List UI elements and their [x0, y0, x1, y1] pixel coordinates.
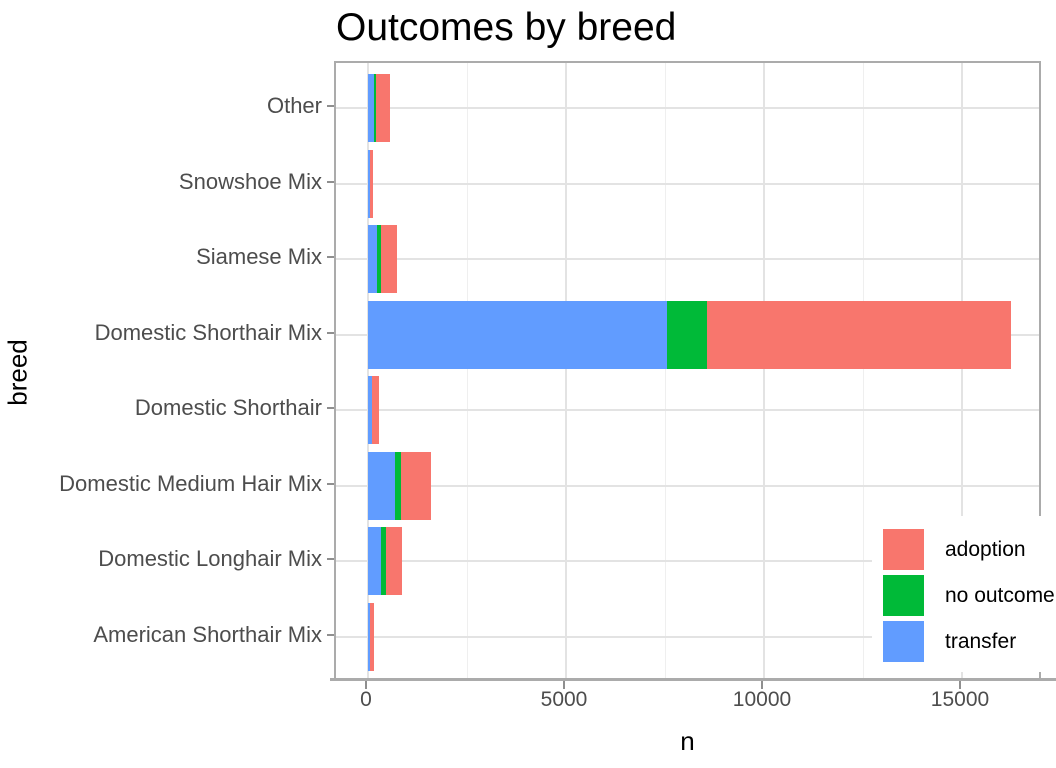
bar-segment-adoption	[400, 451, 431, 520]
bar-segment-transfer	[367, 376, 372, 445]
plot-panel	[334, 61, 1041, 680]
bar-segment-transfer	[367, 74, 374, 143]
y-tick-label: Domestic Longhair Mix	[98, 546, 322, 572]
y-axis-tick	[327, 558, 334, 561]
bar-segment-transfer	[367, 225, 377, 294]
y-axis-tick	[327, 256, 334, 259]
x-axis-tick	[959, 681, 961, 689]
gridline-major-h	[336, 258, 1039, 261]
x-axis-line	[330, 678, 1056, 681]
legend-label: transfer	[945, 629, 1017, 653]
bar-segment-adoption	[372, 376, 380, 445]
y-tick-label: Snowshoe Mix	[178, 168, 322, 194]
bar-segment-transfer	[367, 527, 382, 596]
x-tick-label: 10000	[732, 688, 792, 711]
bar-segment-no-outcome	[394, 451, 401, 520]
legend-entry: transfer	[883, 621, 1016, 662]
x-tick-label: 0	[360, 688, 372, 711]
bar-segment-adoption	[385, 527, 402, 596]
y-tick-label: Other	[266, 93, 322, 119]
y-tick-label: Domestic Shorthair Mix	[94, 319, 322, 345]
bar-segment-transfer	[367, 602, 370, 671]
gridline-minor-v	[466, 63, 468, 678]
gridline-minor-v	[664, 63, 666, 678]
x-tick-label: 5000	[540, 688, 588, 711]
bar-segment-adoption	[370, 602, 375, 671]
gridline-major-v	[366, 63, 369, 678]
legend-entry: adoption	[883, 529, 1026, 570]
bar-segment-no-outcome	[381, 527, 386, 596]
y-tick-label: American Shorthair Mix	[93, 621, 322, 647]
legend-label: no outcome	[945, 583, 1055, 607]
bar-row	[367, 602, 375, 671]
gridline-major-h	[336, 484, 1039, 487]
gridline-minor-v	[862, 63, 864, 678]
x-axis-tick	[761, 681, 763, 689]
bar-segment-transfer	[367, 300, 667, 369]
bar-row	[367, 376, 380, 445]
legend-key-no-outcome	[883, 575, 924, 616]
bar-row	[367, 74, 390, 143]
bar-segment-no-outcome	[373, 74, 376, 143]
legend-entry: no outcome	[883, 575, 1055, 616]
x-axis-tick	[364, 681, 367, 689]
legend-key-adoption	[883, 529, 924, 570]
y-axis-tick	[327, 105, 334, 108]
bar-row	[367, 225, 398, 294]
bar-segment-adoption	[380, 225, 398, 294]
gridline-major-h	[336, 182, 1039, 185]
x-axis-tick	[563, 681, 565, 689]
bar-segment-no-outcome	[376, 225, 381, 294]
bar-row	[367, 451, 431, 520]
gridline-major-v	[763, 63, 765, 678]
y-axis-tick	[327, 331, 334, 334]
gridline-major-h	[336, 107, 1039, 110]
bar-row	[367, 149, 374, 218]
gridline-major-v	[565, 63, 567, 678]
y-axis-tick	[327, 180, 334, 183]
chart-title: Outcomes by breed	[336, 6, 677, 49]
gridline-major-v	[961, 63, 963, 678]
x-axis-title: n	[680, 726, 695, 756]
bar-segment-no-outcome	[666, 300, 707, 369]
x-tick-label: 15000	[930, 688, 990, 711]
legend-label: adoption	[945, 537, 1026, 561]
bar-segment-transfer	[367, 451, 395, 520]
bar-segment-transfer	[367, 149, 370, 218]
y-axis-tick	[327, 407, 334, 410]
legend: adoption no outcome transfer	[872, 516, 1056, 672]
bar-segment-adoption	[370, 149, 374, 218]
gridline-major-h	[336, 560, 1039, 563]
y-axis-title: breed	[2, 339, 33, 406]
gridline-major-h	[336, 635, 1039, 638]
bar-row	[367, 527, 402, 596]
bar-segment-adoption	[706, 300, 1012, 369]
legend-key-transfer	[883, 621, 924, 662]
y-tick-label: Domestic Shorthair	[134, 395, 322, 421]
y-tick-label: Siamese Mix	[196, 244, 322, 270]
bar-row	[367, 300, 1012, 369]
bar-segment-adoption	[375, 74, 390, 143]
gridline-major-h	[336, 409, 1039, 412]
y-axis-tick	[327, 482, 334, 485]
y-axis-tick	[327, 633, 334, 636]
y-tick-label: Domestic Medium Hair Mix	[59, 470, 322, 496]
